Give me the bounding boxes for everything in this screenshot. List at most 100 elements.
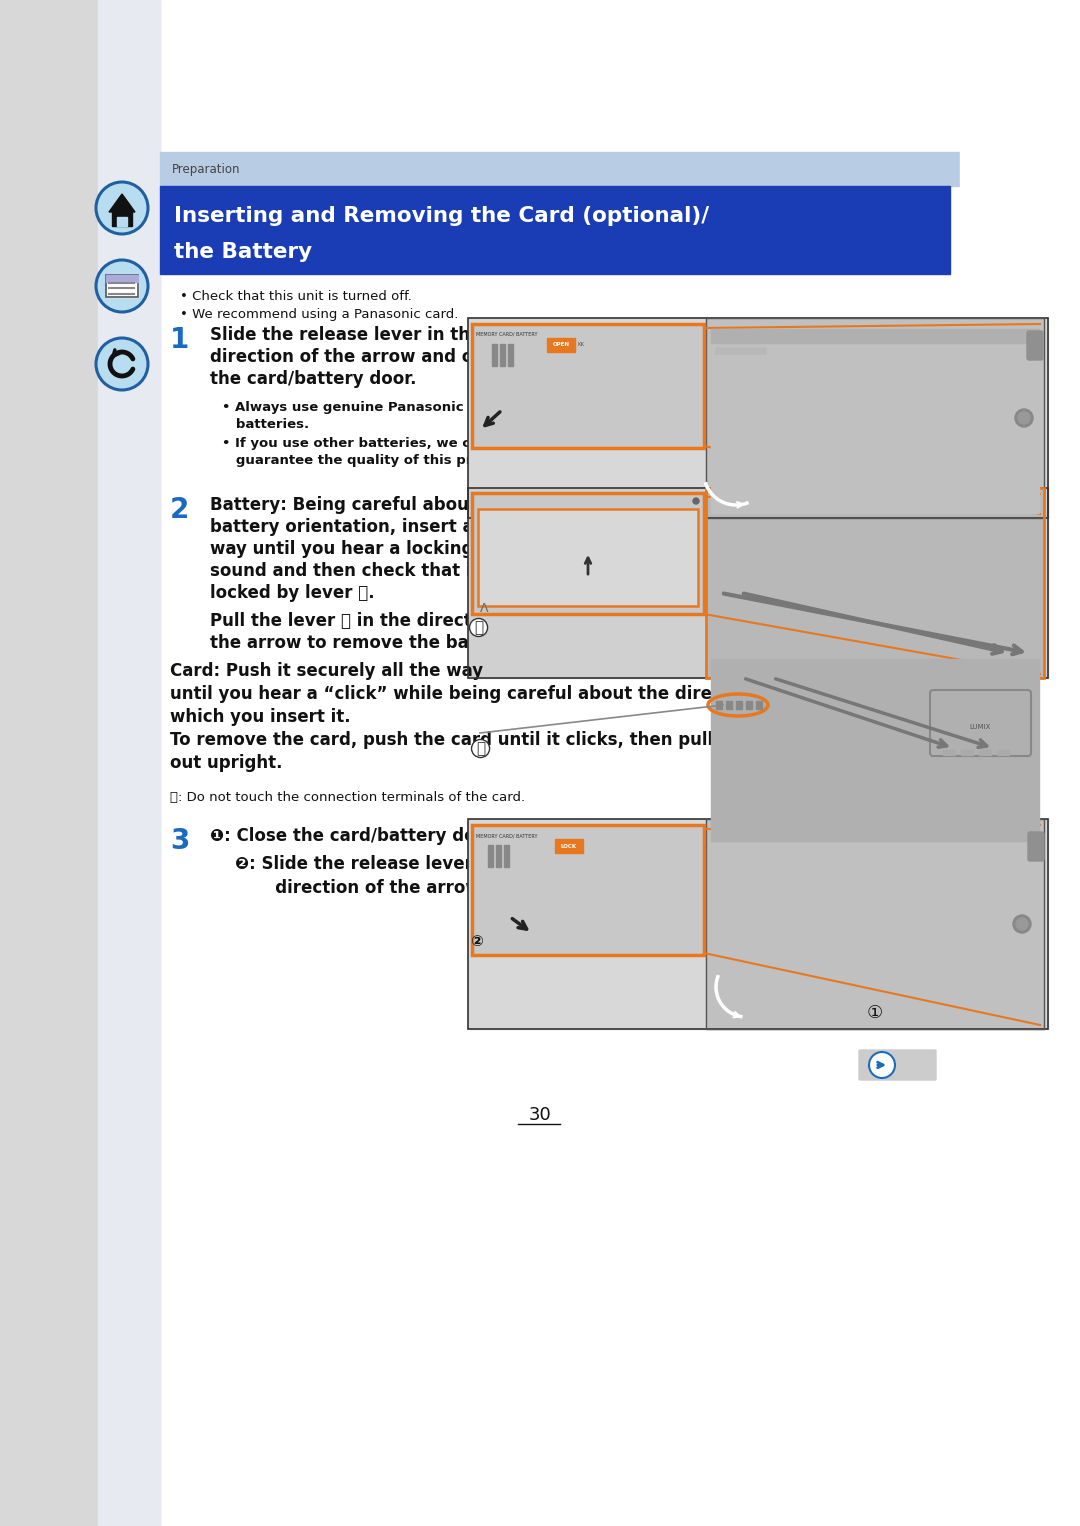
Circle shape [1015, 409, 1032, 427]
Text: guarantee the quality of this product.: guarantee the quality of this product. [222, 455, 519, 467]
Text: To remove the card, push the card until it clicks, then pull the card: To remove the card, push the card until … [170, 731, 797, 749]
Circle shape [1018, 412, 1030, 424]
Bar [98, 0, 160, 1526]
Text: Λ: Λ [480, 601, 488, 615]
Bar [0, 0, 160, 1526]
Text: 1: 1 [170, 327, 189, 354]
Text: • Check that this unit is turned off.: • Check that this unit is turned off. [180, 290, 411, 304]
Text: Ⓐ: Ⓐ [474, 620, 483, 635]
Bar [106, 275, 138, 298]
Bar [943, 749, 955, 755]
Circle shape [1016, 919, 1028, 929]
Text: LOCK: LOCK [561, 844, 577, 848]
Text: Slide the release lever in the: Slide the release lever in the [210, 327, 482, 343]
Bar [711, 330, 1039, 343]
Circle shape [96, 259, 148, 311]
Text: direction of the arrow.: direction of the arrow. [235, 879, 486, 897]
Bar [472, 826, 704, 955]
Bar [468, 317, 1048, 517]
Bar [472, 324, 704, 449]
Bar [112, 212, 132, 226]
Bar [508, 343, 513, 366]
Text: MEMORY CARD/ BATTERY: MEMORY CARD/ BATTERY [476, 333, 538, 337]
Text: batteries.: batteries. [222, 418, 309, 430]
Text: which you insert it.: which you insert it. [170, 708, 351, 726]
Polygon shape [960, 153, 990, 186]
Text: LUMIX: LUMIX [970, 723, 990, 729]
Bar [555, 839, 583, 853]
Circle shape [96, 182, 148, 233]
Text: Inserting and Removing the Card (optional)/: Inserting and Removing the Card (optiona… [174, 206, 710, 226]
Bar [468, 819, 1048, 1029]
Bar [706, 488, 1044, 678]
Bar [746, 700, 752, 710]
Text: 2: 2 [170, 496, 189, 523]
Text: sound and then check that it is: sound and then check that it is [210, 562, 501, 580]
Bar [706, 488, 1044, 678]
Text: ❷: Slide the release lever in the: ❷: Slide the release lever in the [235, 855, 532, 873]
Bar [472, 493, 704, 613]
Text: direction of the arrow and open: direction of the arrow and open [210, 348, 509, 366]
Bar [711, 356, 1039, 513]
Text: • Always use genuine Panasonic: • Always use genuine Panasonic [222, 401, 463, 414]
Text: Battery: Being careful about the: Battery: Being careful about the [210, 496, 514, 514]
Bar [488, 845, 492, 867]
Text: • We recommend using a Panasonic card.: • We recommend using a Panasonic card. [180, 308, 458, 320]
Bar [106, 275, 138, 298]
Text: Card: Push it securely all the way: Card: Push it securely all the way [170, 662, 483, 681]
Bar [706, 317, 1044, 517]
Polygon shape [716, 348, 766, 508]
Text: the Battery: the Battery [174, 243, 312, 262]
Bar [468, 317, 1048, 517]
Bar [706, 819, 1044, 1029]
Bar [117, 217, 127, 226]
Bar [496, 845, 501, 867]
Text: Pull the lever Ⓐ in the direction of: Pull the lever Ⓐ in the direction of [210, 612, 525, 630]
Text: battery orientation, insert all the: battery orientation, insert all the [210, 517, 522, 536]
Text: Preparation: Preparation [172, 162, 241, 175]
Bar [468, 819, 1048, 1029]
Bar [468, 488, 1048, 678]
Polygon shape [109, 194, 135, 212]
Text: 3: 3 [170, 827, 189, 855]
Circle shape [96, 337, 148, 391]
Bar [711, 659, 1039, 841]
Bar [472, 826, 704, 955]
Text: until you hear a “click” while being careful about the direction in: until you hear a “click” while being car… [170, 685, 782, 703]
Text: locked by lever Ⓐ.: locked by lever Ⓐ. [210, 584, 375, 601]
FancyBboxPatch shape [1028, 832, 1044, 861]
Bar [706, 317, 1044, 517]
Bar [160, 186, 950, 275]
Text: the arrow to remove the battery.: the arrow to remove the battery. [210, 633, 521, 652]
Circle shape [1013, 916, 1031, 932]
FancyBboxPatch shape [859, 1050, 936, 1080]
Text: KK: KK [578, 342, 585, 348]
Circle shape [869, 1051, 895, 1077]
Bar [756, 700, 762, 710]
Text: ①: ① [867, 1004, 883, 1022]
Bar [478, 510, 698, 606]
Bar [997, 749, 1009, 755]
Bar [706, 819, 1044, 1029]
Bar [726, 700, 732, 710]
Bar [160, 153, 960, 186]
Text: ❶: Close the card/battery door.: ❶: Close the card/battery door. [210, 827, 499, 845]
Text: 30: 30 [528, 1106, 552, 1125]
Bar [478, 510, 698, 606]
FancyBboxPatch shape [1027, 331, 1043, 360]
Bar [468, 488, 1048, 678]
Text: out upright.: out upright. [170, 754, 283, 772]
FancyBboxPatch shape [930, 690, 1031, 755]
Bar [978, 749, 991, 755]
Bar [472, 324, 704, 449]
Text: ②: ② [470, 934, 483, 949]
Bar [735, 700, 742, 710]
Text: Ⓑ: Ⓑ [476, 742, 485, 755]
Bar [492, 343, 497, 366]
Bar [504, 845, 509, 867]
Bar [961, 749, 973, 755]
Text: way until you hear a locking: way until you hear a locking [210, 540, 473, 559]
Text: Ⓑ: Do not touch the connection terminals of the card.: Ⓑ: Do not touch the connection terminals… [170, 790, 525, 804]
Circle shape [693, 497, 699, 504]
Bar [546, 337, 575, 353]
